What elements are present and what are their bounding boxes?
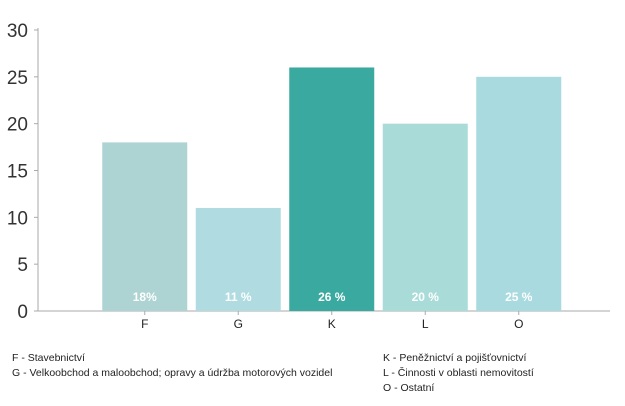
y-tick-label: 15 <box>7 162 28 183</box>
legend-entry-f: F - Stavebnictví <box>12 352 85 364</box>
y-tick-label: 25 <box>7 68 28 89</box>
y-axis-ticks: 0 5 10 15 20 25 30 <box>7 21 38 323</box>
data-label-f: 18% <box>133 290 157 304</box>
x-tick-label-g: G <box>234 317 243 331</box>
x-tick-label-k: K <box>328 317 336 331</box>
bar-l <box>382 123 468 312</box>
bar-o <box>476 76 562 311</box>
bar-g <box>195 207 281 311</box>
data-label-g: 11 % <box>225 290 252 304</box>
bar-k <box>289 67 375 311</box>
x-tick-label-o: O <box>514 317 523 331</box>
legend-entry-o: O - Ostatní <box>383 382 435 394</box>
data-label-l: 20 % <box>412 290 440 304</box>
legend-right: K - Peněžnictví a pojišťovnictví L - Čin… <box>383 351 534 396</box>
x-tick-label-f: F <box>141 317 148 331</box>
data-label-k: 26 % <box>318 290 346 304</box>
legend-entry-g: G - Velkoobchod a maloobchod; opravy a ú… <box>12 367 333 379</box>
legend-left: F - Stavebnictví G - Velkoobchod a maloo… <box>12 351 332 381</box>
legend-entry-k: K - Peněžnictví a pojišťovnictví <box>383 352 527 364</box>
data-label-o: 25 % <box>505 290 533 304</box>
bar-f <box>102 142 188 311</box>
legend-entry-l: L - Činnosti v oblasti nemovitostí <box>383 367 534 379</box>
y-tick-label: 30 <box>7 21 28 42</box>
x-tick-label-l: L <box>422 317 429 331</box>
y-tick-label: 20 <box>7 115 28 136</box>
data-labels: 18% 11 % 26 % 20 % 25 % <box>133 290 533 304</box>
chart-bars <box>102 67 562 312</box>
y-tick-label: 5 <box>17 255 28 276</box>
y-tick-label: 0 <box>17 302 28 323</box>
y-tick-label: 10 <box>7 208 28 229</box>
